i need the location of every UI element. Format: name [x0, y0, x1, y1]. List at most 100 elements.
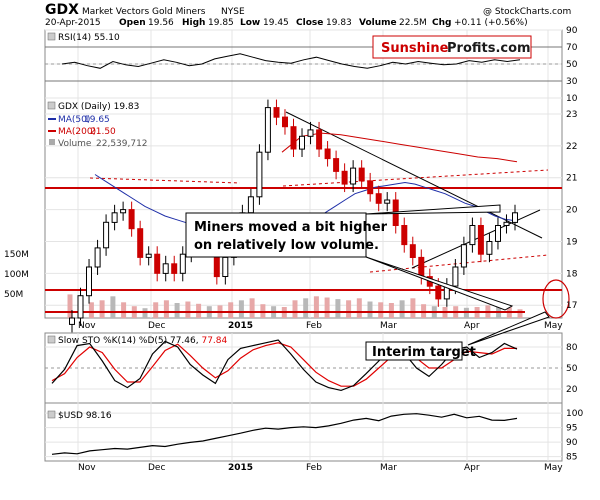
volume-bar [121, 302, 127, 319]
rsi-title: RSI(14) 55.10 [58, 33, 120, 43]
bottom-month-apr: Apr [464, 463, 480, 473]
rsi-y-tick: 30 [566, 77, 578, 87]
ma50-legend-name: MA(50) [58, 115, 90, 125]
candle-body [401, 225, 408, 246]
candle-body [145, 253, 152, 258]
usd-legend: $USD 98.16 [47, 410, 112, 421]
volume-bar [196, 303, 202, 318]
candle-body [486, 241, 493, 255]
candle-body [469, 225, 476, 246]
target-pointer [467, 311, 550, 346]
price-x-axis: Nov Dec 2015 Feb Mar Apr May [78, 321, 563, 331]
volume-bar [142, 308, 148, 318]
volume-label: Volume [359, 18, 397, 28]
low-value: 19.45 [263, 18, 289, 28]
candle-body [256, 151, 263, 198]
volume-bar [324, 297, 330, 318]
target-box [365, 341, 463, 361]
candle-body [503, 221, 510, 227]
chg-value: +0.11 (+0.56%) [454, 18, 528, 28]
target-ellipse [542, 279, 570, 319]
axis-labels: 10 30 50 70 90 17 18 19 20 21 22 23 50M 100M 150M 20 50 8… [4, 26, 583, 463]
candle-body [264, 107, 271, 153]
usd-legend-swatch [47, 410, 56, 419]
candle-body [324, 148, 331, 160]
brand-box [372, 35, 532, 59]
sto-title: Slow STO %K(14) %D(5) 77.46, 77.84 [58, 336, 228, 346]
price-title: GDX (Daily) 19.83 [58, 102, 139, 112]
bottom-month-dec: Dec [148, 463, 165, 473]
candle-body [375, 193, 382, 204]
candle-body [418, 256, 425, 277]
candle-body [69, 317, 75, 325]
open-value: 19.56 [148, 18, 174, 28]
interim-target: Interim target [365, 279, 570, 361]
sto-y-tick: 20 [566, 385, 578, 395]
candle-body [409, 244, 416, 258]
price-y-tick: 22 [566, 142, 577, 152]
price-y-tick: 20 [566, 206, 578, 216]
volume-bar [313, 296, 319, 318]
candle-body [111, 212, 118, 223]
target-label: Interim target [372, 345, 476, 360]
candle-body [435, 285, 442, 300]
sto-d-line [51, 342, 517, 387]
volume-y-tick: 150M [4, 250, 29, 260]
sto-k-line [51, 339, 518, 392]
bottom-month-feb: Feb [306, 463, 322, 473]
usd-y-tick: 95 [566, 424, 577, 434]
candle-body [316, 129, 323, 150]
quote-date: 20-Apr-2015 [45, 18, 101, 28]
candle-body [222, 256, 229, 277]
candle-body [452, 266, 459, 287]
close-value: 19.83 [326, 18, 352, 28]
volume-bar [163, 300, 169, 318]
annotation-line-2: on relatively low volume. [194, 238, 379, 253]
sto-y-tick: 80 [566, 343, 578, 353]
ma200-legend-value: 21.50 [90, 127, 116, 137]
volume-bar [88, 302, 94, 319]
candle-body [86, 266, 92, 297]
ma50-legend-value: 19.65 [84, 115, 110, 125]
brand-part2: Profits.com [447, 41, 531, 56]
bottom-month-mar: Mar [380, 463, 397, 473]
volume-bar [228, 302, 234, 319]
exchange: NYSE [221, 7, 245, 17]
volume-y-tick: 50M [4, 290, 23, 300]
month-label-2015: 2015 [228, 321, 253, 331]
candle-body [137, 228, 144, 258]
candle-body [358, 167, 365, 182]
rsi-line [61, 53, 521, 69]
candle-body [154, 253, 161, 274]
brand-logo: Sunshine Profits.com [372, 35, 532, 59]
candle-body [120, 209, 127, 214]
symbol: GDX [45, 2, 79, 18]
candle-body [384, 199, 391, 204]
month-label-may: May [544, 321, 563, 331]
dashed-early-line [89, 177, 241, 184]
open-label: Open [119, 18, 146, 28]
volume-y-tick: 100M [4, 270, 29, 280]
usd-y-tick: 90 [566, 438, 578, 448]
gdx-legend-swatch [47, 101, 56, 110]
sto-legend: Slow STO %K(14) %D(5) 77.46, 77.84 [47, 335, 228, 346]
volume-bar [110, 296, 116, 318]
price-y-tick: 18 [566, 269, 578, 279]
volume-bar [99, 300, 105, 318]
annotation-main-pointer [365, 204, 501, 215]
volume-bar [174, 303, 180, 318]
volume-legend-value: 22,539,712 [96, 139, 148, 149]
candle-body [477, 225, 484, 255]
volume-bar [356, 298, 362, 318]
candle-body [341, 170, 348, 185]
volume-bar [292, 300, 298, 318]
usd-y-tick: 85 [566, 453, 577, 463]
chg-label: Chg [432, 18, 451, 28]
candle-body [460, 244, 467, 268]
usd-y-tick: 100 [566, 409, 583, 419]
price-y-tick: 19 [566, 237, 578, 247]
volume-bar [367, 301, 373, 318]
bottom-month-may: May [544, 463, 563, 473]
rsi-y-tick: 50 [566, 60, 578, 70]
